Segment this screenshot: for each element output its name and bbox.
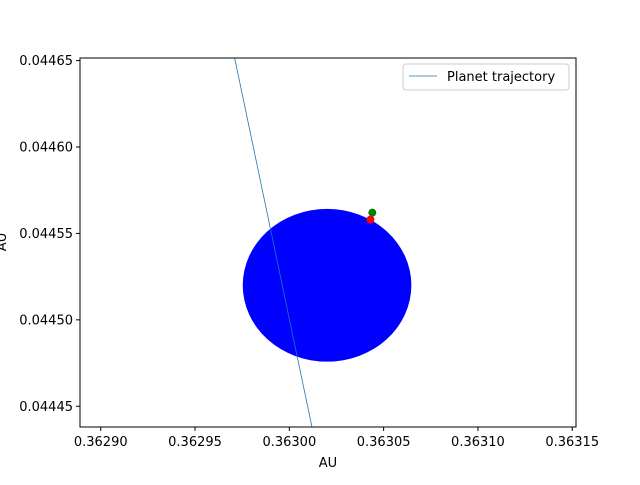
y-tick-label: 0.04460 <box>19 141 73 156</box>
y-tick-label: 0.04455 <box>19 227 73 242</box>
y-tick-label: 0.04445 <box>19 400 73 415</box>
star-body <box>242 208 412 362</box>
y-tick-label: 0.04450 <box>19 313 73 328</box>
x-tick-label: 0.36315 <box>545 435 599 450</box>
x-tick-label: 0.36295 <box>168 435 222 450</box>
plot-frame <box>79 57 577 428</box>
x-tick-label: 0.36300 <box>262 435 316 450</box>
x-tick-label: 0.36310 <box>451 435 505 450</box>
x-tick-label: 0.36290 <box>74 435 128 450</box>
legend-box <box>402 63 570 91</box>
legend-label: Planet trajectory <box>447 70 555 85</box>
legend: Planet trajectory <box>402 63 570 91</box>
x-tick-label: 0.36305 <box>357 435 411 450</box>
y-tick-label: 0.04465 <box>19 54 73 69</box>
marker-point-1 <box>368 208 377 217</box>
marker-point-2 <box>366 215 375 224</box>
planet-trajectory-line <box>234 58 313 427</box>
x-axis-label: AU <box>319 456 337 471</box>
y-axis-label: AU <box>0 233 10 251</box>
